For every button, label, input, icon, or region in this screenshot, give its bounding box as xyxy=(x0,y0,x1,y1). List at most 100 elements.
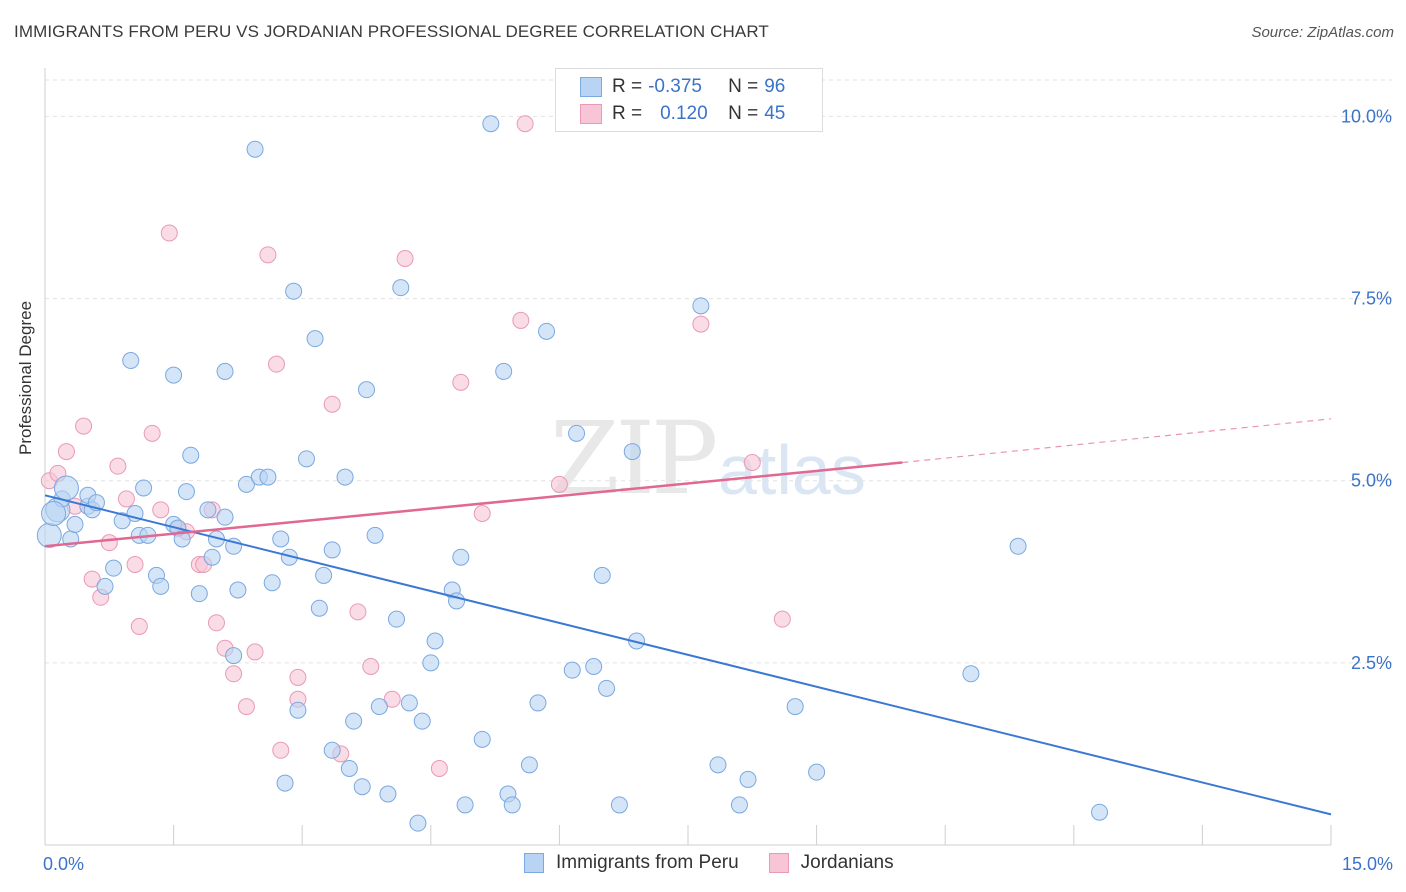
peru-point xyxy=(105,559,123,577)
jordanians-swatch-icon xyxy=(580,104,602,124)
y-tick-label: 2.5% xyxy=(1351,653,1392,673)
legend-n-label: N = xyxy=(728,76,759,97)
jordanians-point xyxy=(267,355,285,373)
legend-r-value: -0.375 xyxy=(648,76,702,97)
chart-title: IMMIGRANTS FROM PERU VS JORDANIAN PROFES… xyxy=(14,22,769,41)
jordanians-point xyxy=(246,643,264,661)
peru-point xyxy=(190,585,208,603)
jordanians-point xyxy=(430,760,448,777)
jordanians-point xyxy=(130,617,148,635)
jordanians-point xyxy=(289,668,307,686)
peru-point xyxy=(1091,803,1109,821)
peru-point xyxy=(289,701,307,719)
peru-point xyxy=(473,730,491,748)
jordanians-point xyxy=(225,665,243,683)
peru-point xyxy=(96,577,114,595)
peru-point xyxy=(388,610,406,628)
jordanians-point xyxy=(383,690,401,708)
peru-point xyxy=(730,796,748,814)
peru-point xyxy=(1009,537,1027,555)
jordanians-point xyxy=(237,698,255,716)
peru-point xyxy=(173,530,191,548)
jordanians-point xyxy=(160,224,178,242)
jordanians-point xyxy=(323,395,341,413)
correlation-legend: R = -0.375 N = 96 R = 0.120 N = 45 xyxy=(555,68,823,132)
peru-point xyxy=(358,381,375,399)
peru-point xyxy=(315,566,333,584)
peru-point xyxy=(409,814,427,832)
peru-point xyxy=(182,446,200,464)
peru-point xyxy=(353,778,371,796)
peru-point xyxy=(623,443,641,461)
x-tick-label: 15.0% xyxy=(1342,854,1393,874)
peru-point xyxy=(323,741,341,759)
peru-point xyxy=(203,548,221,566)
jordanians-point xyxy=(473,505,491,522)
peru-point xyxy=(113,512,131,530)
peru-point xyxy=(585,658,603,675)
jordanians-point xyxy=(126,556,144,573)
legend-row-peru: R = -0.375 N = 96 xyxy=(580,74,785,100)
peru-point xyxy=(495,362,513,380)
peru-point xyxy=(225,647,243,665)
jordanians-trendline xyxy=(44,461,903,548)
series-legend: Immigrants from Peru Jordanians xyxy=(524,852,924,874)
peru-point xyxy=(199,501,217,519)
peru-point xyxy=(610,796,628,814)
peru-swatch-icon xyxy=(524,853,544,873)
peru-point xyxy=(392,279,410,297)
y-axis-label: Professional Degree xyxy=(16,300,35,455)
y-tick-label: 10.0% xyxy=(1341,106,1392,126)
peru-point xyxy=(400,694,418,712)
peru-point xyxy=(36,522,62,548)
jordanians-point xyxy=(396,250,414,267)
peru-point xyxy=(246,140,264,158)
peru-point xyxy=(598,679,616,697)
jordanians-point xyxy=(259,246,277,264)
peru-point xyxy=(456,796,474,814)
jordanians-point xyxy=(272,741,290,759)
peru-point xyxy=(503,796,521,814)
jordanians-point xyxy=(692,315,710,333)
peru-point xyxy=(520,756,538,774)
jordanians-point xyxy=(109,457,127,475)
peru-point xyxy=(366,526,384,544)
jordanians-point xyxy=(512,311,530,329)
jordanians-point xyxy=(743,454,761,471)
peru-point xyxy=(538,322,556,340)
peru-point xyxy=(165,366,183,384)
legend-label-peru: Immigrants from Peru xyxy=(556,852,739,873)
peru-point xyxy=(216,508,234,526)
jordanians-point xyxy=(75,417,93,435)
peru-point xyxy=(568,424,586,442)
peru-point xyxy=(370,698,388,716)
peru-point xyxy=(272,530,290,548)
peru-point xyxy=(563,661,581,679)
peru-trendline xyxy=(44,494,1332,816)
legend-r-value: 0.120 xyxy=(660,103,708,124)
jordanians-point xyxy=(117,490,135,508)
jordanians-point xyxy=(83,570,101,588)
source-credit: Source: ZipAtlas.com xyxy=(1251,24,1394,41)
legend-item-jordanians[interactable]: Jordanians xyxy=(768,852,894,874)
jordanians-point xyxy=(773,610,791,628)
peru-point xyxy=(310,599,328,617)
peru-point xyxy=(41,501,67,526)
x-tick-label: 0.0% xyxy=(43,854,84,874)
jordanians-swatch-icon xyxy=(768,853,789,873)
peru-point xyxy=(692,297,710,315)
legend-r-label: R = xyxy=(612,76,643,97)
peru-point xyxy=(152,577,170,595)
peru-point xyxy=(379,785,397,803)
jordanians-point xyxy=(57,443,75,461)
legend-n-label: N = xyxy=(728,103,759,124)
peru-point xyxy=(340,760,358,777)
legend-n-value: 45 xyxy=(764,103,786,124)
jordanians-point xyxy=(362,658,380,675)
legend-item-peru[interactable]: Immigrants from Peru xyxy=(524,852,739,874)
jordanians-point xyxy=(516,115,534,133)
peru-point xyxy=(276,774,294,792)
peru-point xyxy=(297,450,315,468)
jordanians-point xyxy=(100,534,118,552)
